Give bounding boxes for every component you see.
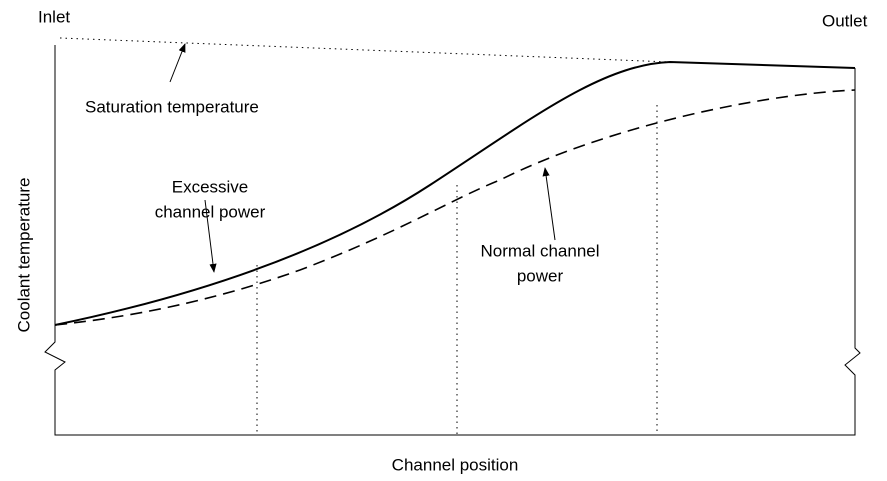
normal-curve — [54, 89, 856, 326]
x-axis-label: Channel position — [392, 455, 519, 474]
arrow — [542, 167, 556, 241]
normal-label: Normal channel — [480, 241, 599, 260]
axes — [44, 45, 861, 436]
excessive-label: Excessive — [172, 177, 249, 196]
arrow — [204, 199, 217, 273]
inlet-label: Inlet — [38, 7, 70, 26]
saturation-line — [59, 37, 671, 63]
excessive-curve — [54, 60, 856, 326]
arrow — [169, 43, 186, 83]
normal-label: power — [517, 266, 564, 285]
saturation-label: Saturation temperature — [85, 97, 259, 116]
y-axis-label: Coolant temperature — [14, 178, 33, 333]
excessive-label: channel power — [155, 202, 266, 221]
outlet-label: Outlet — [822, 11, 868, 30]
frame — [44, 37, 861, 436]
